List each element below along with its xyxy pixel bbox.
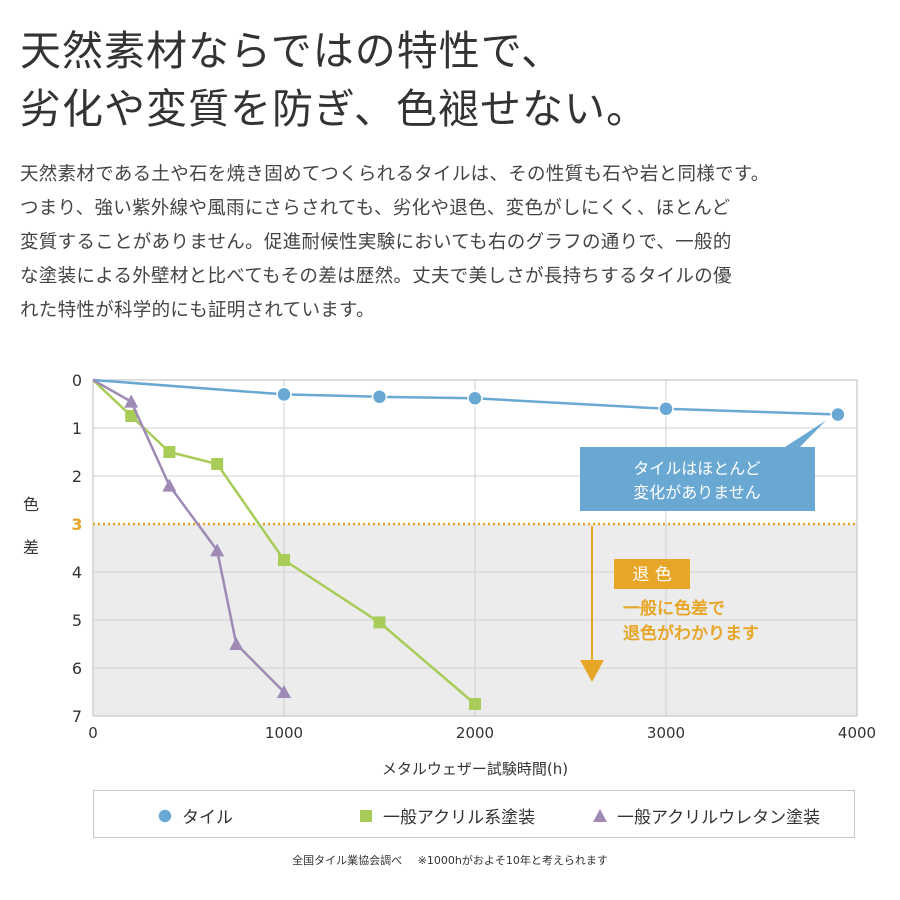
legend-label-tile: タイル — [182, 808, 233, 828]
x-tick-label: 4000 — [838, 724, 876, 742]
x-tick-label: 2000 — [456, 724, 494, 742]
data-point-acrylic — [125, 410, 138, 422]
tile-callout-box — [580, 447, 815, 511]
body-line-3: 変質することがありません。促進耐候性実験においても右のグラフの通りで、一般的 — [20, 232, 732, 253]
data-point-tile — [371, 389, 388, 405]
data-point-tile — [467, 390, 483, 406]
legend-triangle-marker — [593, 808, 607, 822]
legend-item-urethane: 一般アクリルウレタン塗装 — [591, 803, 820, 828]
headline-line-2: 劣化や変質を防ぎ、色褪せない。 — [20, 85, 648, 133]
tile-callout-pointer — [785, 420, 826, 447]
data-point-tile — [276, 386, 292, 403]
y-tick-label: 1 — [72, 419, 82, 438]
legend-item-acrylic: 一般アクリル系塗装 — [357, 803, 535, 828]
tile-callout-line-1: タイルはほとんど — [633, 459, 761, 478]
body-paragraph: 天然素材である土や石を焼き固めてつくられるタイルは、その性質も石や岩と同様です。… — [20, 158, 882, 328]
x-axis-label: メタルウェザー試験時間(h) — [382, 760, 568, 778]
fade-title: 退 色 — [632, 565, 671, 585]
data-point-urethane — [277, 685, 291, 698]
data-point-acrylic — [373, 616, 386, 629]
y-axis-label-char: 色 — [23, 495, 39, 514]
footnote-source: 全国タイル業協会調べ — [292, 854, 403, 867]
y-tick-label: 0 — [72, 371, 82, 390]
fade-title-box — [614, 559, 690, 589]
legend-label-urethane: 一般アクリルウレタン塗装 — [617, 808, 821, 828]
series-line-tile — [92, 378, 838, 416]
body-line-5: れた特性が科学的にも証明されています。 — [20, 300, 375, 321]
data-point-urethane — [124, 394, 139, 408]
data-point-tile — [658, 401, 674, 417]
body-line-4: な塗装による外壁材と比べてもその差は歴然。丈夫で美しさが長持ちするタイルの優 — [20, 266, 732, 287]
x-tick-label: 0 — [88, 724, 98, 742]
fade-arrow-head — [580, 660, 604, 682]
legend-square-marker — [360, 809, 372, 822]
data-point-tile — [830, 406, 846, 423]
fade-note-line-1: 一般に色差で — [623, 598, 725, 619]
data-point-urethane — [162, 478, 177, 492]
y-tick-label: 5 — [72, 611, 82, 630]
footnote-note: ※1000hがおよそ10年と考えられます — [417, 854, 608, 867]
data-point-urethane — [229, 637, 244, 650]
body-line-1: 天然素材である土や石を焼き固めてつくられるタイルは、その性質も石や岩と同様です。 — [20, 164, 770, 185]
y-axis-label-char: 差 — [23, 538, 39, 557]
y-tick-label: 2 — [72, 467, 82, 486]
fade-note-line-2: 退色がわかります — [623, 623, 759, 644]
data-point-acrylic — [469, 698, 481, 710]
body-line-2: つまり、強い紫外線や風雨にさらされても、劣化や退色、変色がしにくく、ほとんど — [20, 198, 731, 219]
legend-circle-marker — [157, 807, 173, 824]
data-point-acrylic — [211, 458, 224, 470]
tile-callout-line-2: 変化がありません — [633, 483, 761, 502]
headline-line-1: 天然素材ならではの特性で、 — [20, 27, 564, 75]
y-tick-label: 3 — [71, 515, 82, 534]
series-line-urethane — [92, 378, 285, 693]
data-point-acrylic — [163, 446, 176, 458]
footnote: 全国タイル業協会調べ ※1000hがおよそ10年と考えられます — [0, 852, 900, 868]
y-tick-label: 6 — [72, 659, 82, 678]
headline: 天然素材ならではの特性で、 劣化や変質を防ぎ、色褪せない。 — [20, 22, 880, 138]
legend: タイル 一般アクリル系塗装 一般アクリルウレタン塗装 — [93, 790, 855, 838]
data-point-urethane — [210, 543, 225, 557]
plot-frame — [92, 379, 858, 717]
data-point-acrylic — [278, 554, 290, 566]
y-tick-label: 4 — [72, 563, 82, 582]
legend-label-acrylic: 一般アクリル系塗装 — [383, 808, 536, 828]
x-tick-label: 3000 — [647, 724, 685, 742]
y-tick-label: 7 — [72, 707, 82, 726]
x-tick-label: 1000 — [265, 724, 303, 742]
legend-item-tile: タイル — [156, 803, 233, 828]
